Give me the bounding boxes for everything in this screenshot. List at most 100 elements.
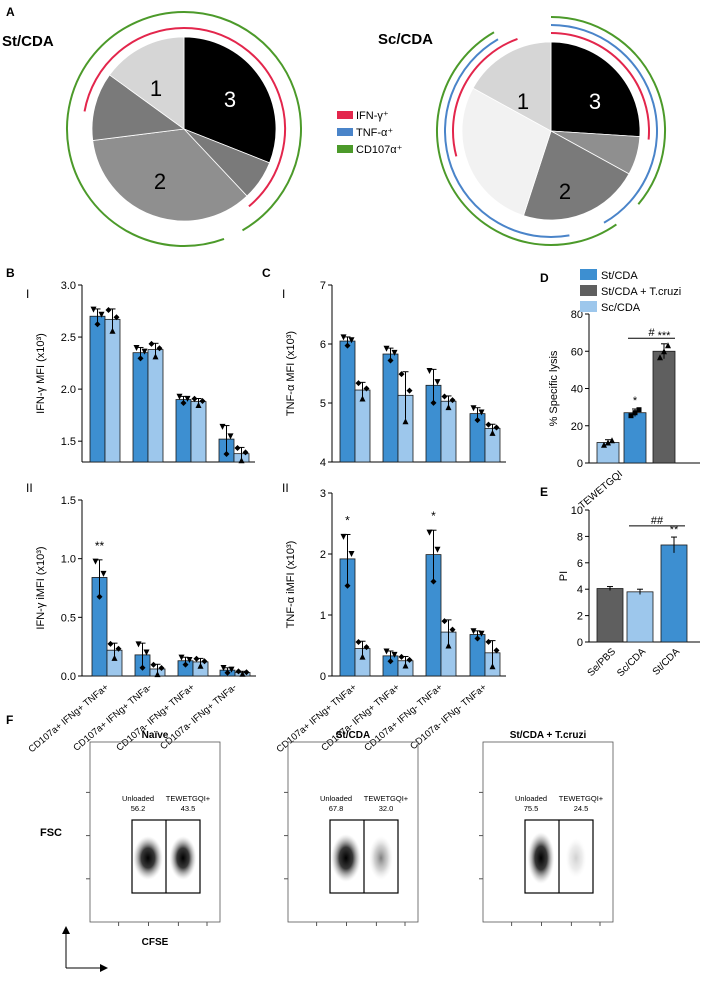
data-point bbox=[605, 439, 611, 446]
data-point bbox=[391, 349, 398, 356]
pie-slice bbox=[109, 36, 185, 130]
pie-slice-label: 3 bbox=[589, 89, 601, 114]
y-tick-label: 8 bbox=[577, 531, 583, 543]
ring-tnf-arc bbox=[444, 38, 570, 238]
lysis-legend: St/CDA St/CDA + T.cruzi Sc/CDA bbox=[580, 269, 681, 314]
data-point bbox=[133, 344, 140, 351]
flow-population-unloaded bbox=[527, 832, 555, 884]
y-tick-label: 10 bbox=[571, 505, 583, 517]
y-tick-label: 3.0 bbox=[61, 280, 76, 292]
pie-title-sc-cda: Sc/CDA bbox=[378, 31, 433, 48]
roman-c-ii: II bbox=[282, 481, 289, 495]
pie-slice-label: 3 bbox=[224, 87, 236, 112]
flow-gate-name-loaded: TEWETGQI+ bbox=[559, 794, 604, 803]
data-point bbox=[485, 638, 492, 645]
pie-slice bbox=[183, 36, 277, 164]
data-point bbox=[355, 638, 362, 645]
panel-letter-d: D bbox=[540, 271, 549, 285]
data-point bbox=[197, 662, 204, 669]
legend-label-tnf: TNF-α⁺ bbox=[356, 127, 393, 139]
bracket-label: ## bbox=[651, 515, 664, 527]
y-tick-label: 4 bbox=[320, 457, 326, 469]
data-point bbox=[115, 645, 122, 652]
y-tick-label: 2 bbox=[577, 611, 583, 623]
data-point bbox=[493, 424, 500, 431]
data-point bbox=[90, 306, 97, 313]
flow-plot-frame bbox=[89, 741, 221, 923]
y-tick-label: 0 bbox=[577, 637, 583, 649]
x-category-label: CD107a- IFNg+ TNFa+ bbox=[319, 682, 402, 754]
pie-slice bbox=[91, 74, 186, 141]
data-point bbox=[137, 355, 144, 362]
flow-gate-name-unloaded: Unloaded bbox=[122, 794, 154, 803]
ring-cd107-arc bbox=[183, 11, 302, 232]
data-point bbox=[195, 402, 202, 409]
ring-ifn-arc bbox=[83, 27, 185, 112]
data-point bbox=[193, 655, 200, 662]
ring-tnf-arc bbox=[550, 24, 658, 224]
flow-plot-title: St/CDA bbox=[336, 730, 370, 741]
y-tick-label: 6 bbox=[320, 339, 326, 351]
data-point bbox=[485, 421, 492, 428]
x-category-label: CD107a- IFNg+ TNFa- bbox=[158, 682, 239, 752]
panel-letter-a: A bbox=[6, 5, 15, 19]
pie-chart-sc-cda: 3 2 1 bbox=[436, 16, 666, 246]
data-point bbox=[398, 371, 405, 378]
bar-pi bbox=[596, 588, 624, 643]
data-point bbox=[478, 630, 485, 637]
data-point bbox=[191, 395, 198, 402]
y-axis-label: IFN-γ MFI (x10³) bbox=[35, 333, 47, 414]
data-point bbox=[383, 345, 390, 352]
data-point bbox=[609, 437, 615, 444]
flow-x-axis-label: CFSE bbox=[142, 937, 169, 948]
data-point bbox=[152, 353, 159, 360]
legend-swatch-ifn bbox=[337, 111, 353, 119]
data-point bbox=[402, 662, 409, 669]
flow-gate-value-unloaded: 75.5 bbox=[524, 804, 539, 813]
x-category-label: Se/PBS bbox=[586, 646, 619, 679]
data-point bbox=[111, 654, 118, 661]
bar-sc-cda bbox=[190, 401, 207, 463]
bar-sc-cda bbox=[440, 400, 457, 463]
data-point bbox=[348, 337, 355, 344]
data-point bbox=[449, 397, 456, 404]
data-point bbox=[220, 665, 227, 672]
data-point bbox=[445, 404, 452, 411]
pie-slice bbox=[92, 128, 248, 222]
y-tick-label: 60 bbox=[571, 346, 583, 358]
data-point bbox=[430, 399, 437, 406]
flow-population-unloaded bbox=[133, 836, 163, 880]
data-point bbox=[398, 653, 405, 660]
pie-slice-label: 1 bbox=[150, 76, 162, 101]
data-point bbox=[665, 342, 671, 349]
x-category-label: CD107a- IFNg- TNFa+ bbox=[408, 682, 489, 753]
data-point bbox=[227, 433, 234, 440]
data-point bbox=[363, 385, 370, 392]
y-axis-label: TNF-α MFI (x10³) bbox=[285, 331, 297, 416]
pie-chart-st-cda: 3 2 1 bbox=[66, 11, 302, 247]
y-tick-label: 0 bbox=[577, 458, 583, 470]
data-point bbox=[344, 582, 351, 589]
data-point bbox=[143, 649, 150, 656]
x-category-label: CD107a+ IFNg+ TNFa+ bbox=[27, 682, 112, 756]
data-point bbox=[387, 658, 394, 665]
data-point bbox=[383, 648, 390, 655]
bar-chart-ifn-mfi: 1.5 2.0 2.5 3.0 IFN-γ MFI (x10³) bbox=[35, 280, 255, 464]
flow-plot-frame bbox=[287, 741, 419, 923]
data-point bbox=[344, 342, 351, 349]
legend-label-st-cda-tcruzi: St/CDA + T.cruzi bbox=[601, 286, 681, 298]
data-point bbox=[478, 409, 485, 416]
data-point bbox=[441, 618, 448, 625]
y-tick-label: 80 bbox=[571, 309, 583, 321]
data-point bbox=[98, 311, 105, 318]
y-tick-label: 0.5 bbox=[61, 612, 76, 624]
x-category-label: CD107a- IFNg+ TNFa+ bbox=[114, 682, 197, 754]
panel-letter-e: E bbox=[540, 485, 548, 499]
data-point bbox=[182, 661, 189, 668]
legend-swatch-st-cda-tcruzi bbox=[580, 285, 597, 296]
bar-chart-ifn-imfi: 0.0 0.5 1.0 1.5 ** IFN-γ iMFI (x10³) CD107a+ I… bbox=[27, 495, 256, 755]
significance-mark: ** bbox=[95, 539, 105, 553]
flow-gate-name-unloaded: Unloaded bbox=[320, 794, 352, 803]
y-tick-label: 0 bbox=[320, 671, 326, 683]
bar-pi bbox=[626, 591, 654, 643]
